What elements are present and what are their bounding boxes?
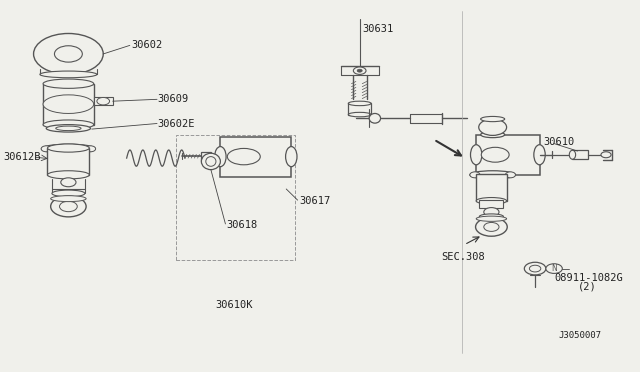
Circle shape [601,152,611,158]
Text: (2): (2) [577,282,596,291]
Text: 30618: 30618 [227,220,258,230]
Bar [47,148,90,175]
Ellipse shape [369,113,381,123]
Bar [220,137,291,177]
Text: 30631: 30631 [362,24,394,34]
Ellipse shape [43,95,93,113]
Ellipse shape [43,79,93,89]
Circle shape [476,218,508,236]
Circle shape [524,262,546,275]
Circle shape [51,196,86,217]
Ellipse shape [46,125,90,132]
Ellipse shape [52,190,85,197]
Ellipse shape [285,147,297,167]
Text: 08911-1082G: 08911-1082G [554,273,623,283]
Circle shape [60,201,77,212]
Ellipse shape [214,147,226,167]
Ellipse shape [534,145,545,165]
Text: N: N [551,264,557,273]
Ellipse shape [481,116,505,122]
Circle shape [86,146,95,152]
Circle shape [529,265,541,272]
Bar [93,97,113,105]
Ellipse shape [202,153,220,170]
Circle shape [546,264,563,273]
Ellipse shape [43,120,93,129]
Ellipse shape [470,145,482,165]
Circle shape [484,222,499,231]
Circle shape [479,119,507,135]
Ellipse shape [42,144,95,154]
Circle shape [506,172,515,178]
Ellipse shape [51,196,86,202]
Circle shape [97,97,109,105]
Text: SEC.308: SEC.308 [442,253,485,262]
Circle shape [357,69,362,72]
Bar [476,174,507,201]
Text: 30610: 30610 [543,138,575,147]
Ellipse shape [481,147,509,162]
Ellipse shape [206,157,216,166]
Circle shape [33,33,103,74]
Text: 30602E: 30602E [157,119,195,128]
Ellipse shape [470,171,515,179]
Bar [476,135,540,175]
Ellipse shape [348,112,371,117]
Text: 30612B: 30612B [3,152,41,162]
Circle shape [61,178,76,187]
Text: 30617: 30617 [299,196,330,206]
Text: 30610K: 30610K [215,300,253,310]
Text: 30609: 30609 [157,94,188,104]
Text: 30602: 30602 [131,41,163,50]
Circle shape [484,208,499,217]
Ellipse shape [481,132,505,138]
Text: J3050007: J3050007 [559,331,602,340]
Bar [572,150,588,159]
Ellipse shape [479,214,504,219]
Bar [348,103,371,115]
Ellipse shape [40,71,97,78]
Ellipse shape [47,144,90,152]
Ellipse shape [227,153,234,160]
Bar [176,135,295,260]
Bar [479,200,504,208]
Ellipse shape [56,126,81,131]
Circle shape [54,46,83,62]
Ellipse shape [348,101,371,106]
Bar [43,84,93,125]
Bar [201,152,211,161]
Ellipse shape [47,171,90,179]
Circle shape [353,67,366,74]
Circle shape [41,146,51,152]
Ellipse shape [570,150,575,159]
Ellipse shape [476,198,507,204]
Ellipse shape [227,148,260,165]
Ellipse shape [476,216,507,221]
Circle shape [470,172,480,178]
